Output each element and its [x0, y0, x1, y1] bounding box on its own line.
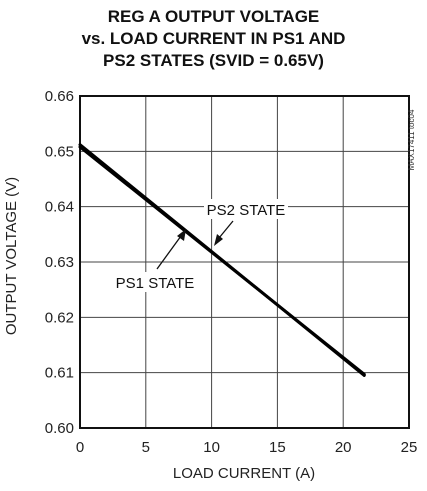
- grid-lines: [80, 96, 409, 428]
- y-tick-label: 0.62: [45, 309, 74, 326]
- chart-title: REG A OUTPUT VOLTAGE vs. LOAD CURRENT IN…: [0, 6, 427, 72]
- x-tick-label: 5: [142, 439, 150, 456]
- y-axis-label: OUTPUT VOLTAGE (V): [3, 177, 20, 335]
- y-tick-label: 0.66: [45, 88, 74, 105]
- x-tick-label: 20: [335, 439, 352, 456]
- x-tick-label: 25: [401, 439, 418, 456]
- y-tick-label: 0.61: [45, 365, 74, 382]
- x-tick-label: 10: [203, 439, 220, 456]
- y-tick-label: 0.65: [45, 143, 74, 160]
- arrow-ps2-head: [214, 234, 223, 246]
- annotation-ps1-bg: [108, 272, 202, 292]
- title-line-2: vs. LOAD CURRENT IN PS1 AND: [81, 29, 346, 48]
- y-tick-label: 0.63: [45, 254, 74, 271]
- series-lines: [78, 143, 366, 377]
- x-tick-labels: 0 5 10 15 20 25: [76, 439, 418, 456]
- x-tick-label: 15: [269, 439, 286, 456]
- plot-frame: [79, 95, 410, 429]
- y-tick-labels: 0.60 0.61 0.62 0.63 0.64 0.65 0.66: [45, 88, 74, 437]
- arrow-ps1-head: [177, 229, 186, 241]
- y-tick-label: 0.60: [45, 420, 74, 437]
- figure-code: MAX17411 toc04: [407, 109, 416, 170]
- annotation-ps2-bg: [204, 199, 288, 219]
- x-tick-label: 0: [76, 439, 84, 456]
- annotation-ps1-state: PS1 STATE: [116, 275, 195, 292]
- series-line-ps2-state: [78, 145, 366, 376]
- annotation-ps2-state: PS2 STATE: [207, 202, 286, 219]
- title-line-1: REG A OUTPUT VOLTAGE: [107, 7, 320, 26]
- y-tick-label: 0.64: [45, 199, 74, 216]
- title-line-3: PS2 STATES (SVID = 0.65V): [103, 51, 324, 70]
- arrow-ps1-line: [156, 235, 182, 270]
- arrow-ps2-line: [218, 220, 234, 239]
- x-axis-label: LOAD CURRENT (A): [173, 465, 315, 482]
